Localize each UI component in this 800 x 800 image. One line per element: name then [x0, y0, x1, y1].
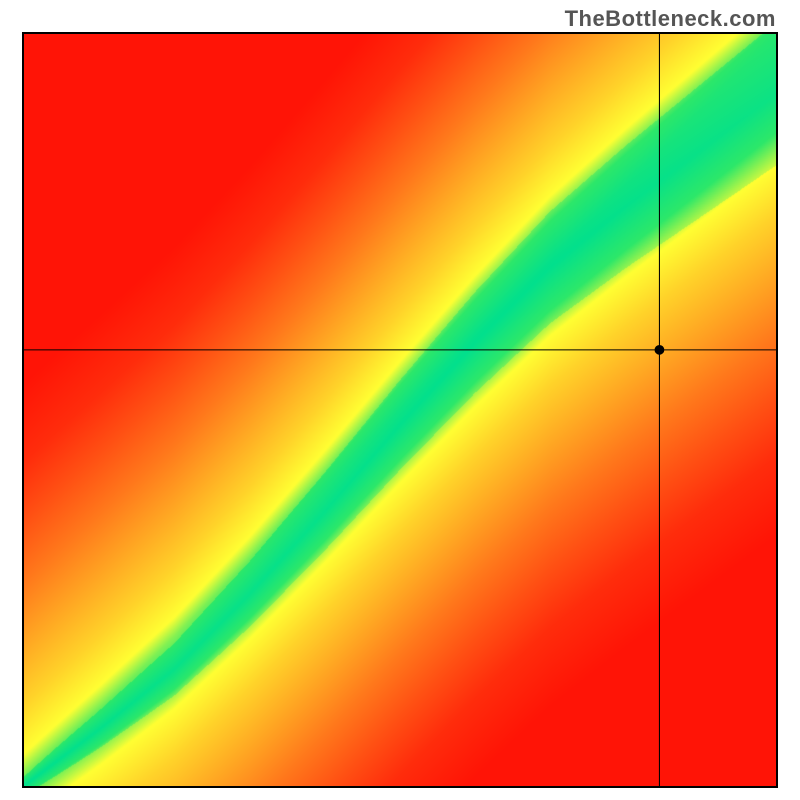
watermark-text: TheBottleneck.com: [565, 6, 776, 32]
chart-container: TheBottleneck.com: [0, 0, 800, 800]
heatmap-plot-area: [22, 32, 778, 788]
heatmap-canvas: [24, 34, 776, 786]
